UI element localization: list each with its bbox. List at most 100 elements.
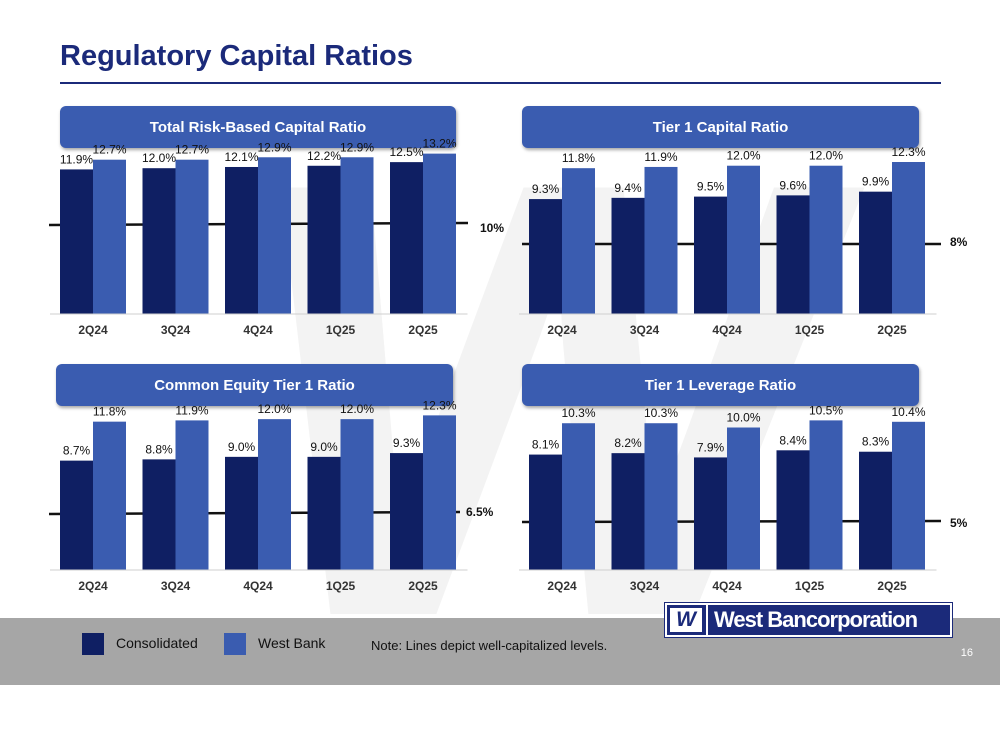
data-label: 9.0% bbox=[310, 440, 338, 454]
bar-consolidated bbox=[529, 199, 562, 314]
bar-west-bank bbox=[423, 415, 456, 570]
x-tick-label: 3Q24 bbox=[161, 323, 191, 337]
data-label: 8.2% bbox=[614, 436, 642, 450]
reference-line-label: 6.5% bbox=[466, 505, 494, 519]
bar-west-bank bbox=[258, 157, 291, 314]
data-label: 9.4% bbox=[614, 181, 642, 195]
bar-west-bank bbox=[93, 421, 126, 570]
x-tick-label: 1Q25 bbox=[326, 579, 356, 593]
bar-consolidated bbox=[694, 457, 727, 570]
x-tick-label: 2Q24 bbox=[547, 579, 577, 593]
data-label: 10.4% bbox=[891, 405, 925, 419]
x-tick-label: 3Q24 bbox=[161, 579, 191, 593]
page-title: Regulatory Capital Ratios bbox=[60, 40, 413, 72]
data-label: 11.9% bbox=[60, 152, 93, 166]
data-label: 9.9% bbox=[862, 175, 890, 189]
chart-title-total-risk-based: Total Risk-Based Capital Ratio bbox=[60, 106, 456, 148]
chart-total-risk-based: 10%11.9%12.7%2Q2412.0%12.7%3Q2412.1%12.9… bbox=[48, 137, 504, 337]
reference-line-label: 10% bbox=[480, 221, 504, 235]
bar-west-bank bbox=[340, 157, 374, 314]
company-logo: W West Bancorporation bbox=[665, 603, 952, 637]
x-tick-label: 2Q24 bbox=[78, 323, 108, 337]
bar-consolidated bbox=[611, 453, 645, 570]
data-label: 8.8% bbox=[145, 442, 173, 456]
reference-line-label: 8% bbox=[950, 235, 968, 249]
bar-west-bank bbox=[175, 159, 209, 314]
bar-west-bank bbox=[892, 162, 925, 314]
x-tick-label: 2Q25 bbox=[877, 323, 907, 337]
legend-swatch-west-bank bbox=[224, 633, 246, 655]
data-label: 12.0% bbox=[726, 149, 760, 163]
chart-title-tier1-leverage: Tier 1 Leverage Ratio bbox=[522, 364, 919, 406]
data-label: 8.4% bbox=[779, 433, 807, 447]
legend-label-west-bank: West Bank bbox=[258, 635, 326, 651]
bar-consolidated bbox=[225, 166, 258, 314]
logo-separator bbox=[706, 605, 708, 635]
bar-west-bank bbox=[892, 421, 925, 570]
bar-west-bank bbox=[93, 159, 126, 314]
bar-consolidated bbox=[60, 169, 93, 314]
bar-west-bank bbox=[562, 423, 595, 570]
bar-west-bank bbox=[809, 165, 843, 314]
bar-consolidated bbox=[776, 450, 810, 570]
logo-wordmark: West Bancorporation bbox=[714, 607, 918, 632]
x-tick-label: 4Q24 bbox=[712, 579, 742, 593]
data-label: 9.0% bbox=[228, 440, 256, 454]
x-tick-label: 4Q24 bbox=[243, 323, 273, 337]
x-tick-label: 1Q25 bbox=[795, 579, 825, 593]
bar-consolidated bbox=[225, 456, 258, 570]
x-tick-label: 2Q25 bbox=[408, 579, 438, 593]
data-label: 10.3% bbox=[561, 406, 595, 420]
chart-title-tier1-capital: Tier 1 Capital Ratio bbox=[522, 106, 919, 148]
data-label: 9.3% bbox=[532, 182, 560, 196]
data-label: 11.8% bbox=[93, 405, 126, 419]
data-label: 10.0% bbox=[726, 411, 760, 425]
x-tick-label: 2Q25 bbox=[877, 579, 907, 593]
data-label: 9.3% bbox=[393, 436, 421, 450]
bar-consolidated bbox=[859, 451, 892, 570]
bar-consolidated bbox=[694, 196, 727, 314]
bar-consolidated bbox=[529, 454, 562, 570]
bar-consolidated bbox=[307, 165, 341, 314]
data-label: 10.5% bbox=[809, 403, 843, 417]
x-tick-label: 1Q25 bbox=[795, 323, 825, 337]
data-label: 10.3% bbox=[644, 406, 678, 420]
bar-consolidated bbox=[142, 168, 176, 314]
bar-consolidated bbox=[390, 453, 423, 570]
x-tick-label: 3Q24 bbox=[630, 323, 660, 337]
bar-west-bank bbox=[423, 153, 456, 314]
bar-consolidated bbox=[611, 197, 645, 314]
bar-west-bank bbox=[644, 166, 678, 314]
data-label: 8.7% bbox=[63, 444, 91, 458]
title-divider bbox=[60, 82, 941, 84]
data-label: 11.9% bbox=[644, 150, 677, 164]
data-label: 8.3% bbox=[862, 435, 890, 449]
data-label: 8.1% bbox=[532, 438, 560, 452]
data-label: 12.1% bbox=[224, 150, 258, 164]
data-label: 12.9% bbox=[257, 140, 291, 154]
bar-west-bank bbox=[727, 427, 760, 570]
data-label: 12.0% bbox=[142, 151, 176, 165]
data-label: 12.5% bbox=[389, 145, 423, 159]
data-label: 13.2% bbox=[422, 137, 456, 151]
bar-consolidated bbox=[142, 459, 176, 570]
reference-line-label: 5% bbox=[950, 516, 968, 530]
x-tick-label: 2Q24 bbox=[78, 579, 108, 593]
legend-label-consolidated: Consolidated bbox=[116, 635, 198, 651]
chart-cet1: 6.5% 8.7% 11.8% 2Q24 8.8% 11.9% 3Q24 9.0% 12.0% 4… bbox=[48, 398, 494, 593]
chart-tier1-leverage: 5% 8.1% 10.3% 2Q24 8.2% 10.3% 3Q24 7.9% 10.0% 4Q2… bbox=[519, 403, 968, 593]
bar-consolidated bbox=[390, 162, 423, 314]
data-label: 12.3% bbox=[422, 398, 456, 412]
bar-west-bank bbox=[727, 165, 760, 314]
bar-west-bank bbox=[809, 420, 843, 570]
x-tick-label: 2Q24 bbox=[547, 323, 577, 337]
bar-consolidated bbox=[60, 460, 93, 570]
data-label: 12.7% bbox=[175, 143, 209, 157]
data-label: 7.9% bbox=[697, 440, 725, 454]
footnote: Note: Lines depict well-capitalized leve… bbox=[371, 638, 608, 653]
bar-west-bank bbox=[340, 419, 374, 570]
bar-west-bank bbox=[175, 420, 209, 570]
data-label: 9.6% bbox=[779, 178, 807, 192]
data-label: 12.0% bbox=[340, 402, 374, 416]
bar-west-bank bbox=[644, 423, 678, 570]
